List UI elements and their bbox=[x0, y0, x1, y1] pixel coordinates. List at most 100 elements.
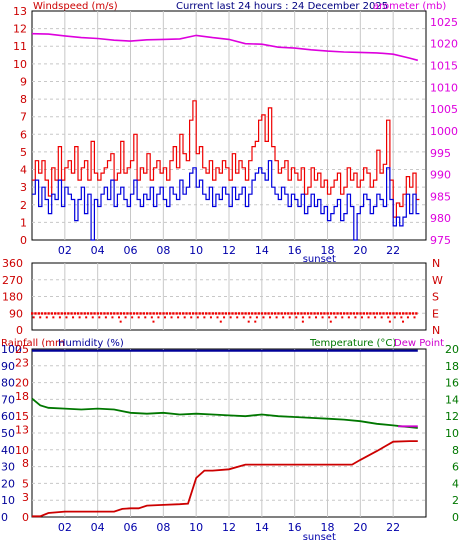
time-tick-label: 02 bbox=[58, 244, 72, 257]
wind-direction-point bbox=[165, 312, 169, 315]
temperature-series-line bbox=[31, 397, 418, 429]
temperature-tick-label: 16 bbox=[445, 377, 459, 390]
time-tick-label: 16 bbox=[288, 521, 302, 534]
wind-direction-point bbox=[360, 316, 363, 319]
wind-direction-point bbox=[237, 312, 241, 315]
time-tick-label: 18 bbox=[321, 244, 335, 257]
wind-direction-point bbox=[116, 312, 119, 315]
wind-direction-point bbox=[247, 312, 251, 315]
windspeed-tick-label: 1 bbox=[20, 216, 27, 229]
windspeed-tick-label: 11 bbox=[13, 40, 27, 53]
wind-direction-point bbox=[405, 312, 408, 315]
wind-direction-point bbox=[50, 312, 54, 315]
wind-direction-point bbox=[104, 316, 107, 319]
time-tick-label: 14 bbox=[255, 244, 269, 257]
wind-direction-point bbox=[282, 316, 285, 319]
barometer-tick-label: 1010 bbox=[430, 81, 458, 94]
time-tick-label: 10 bbox=[189, 521, 203, 534]
wind-direction-point bbox=[275, 316, 278, 319]
humidity-tick-labels: 0 10 20 30 40 50 60 70 80 90 100 bbox=[1, 343, 22, 524]
wind-direction-point bbox=[96, 312, 100, 315]
wind-direction-point bbox=[303, 312, 306, 315]
wind-direction-point bbox=[53, 312, 57, 315]
wind-direction-point bbox=[86, 312, 90, 315]
wind-direction-degree-label: 180 bbox=[2, 291, 23, 304]
wind-direction-point bbox=[328, 316, 331, 319]
windspeed-tick-label: 2 bbox=[20, 199, 27, 212]
windspeed-tick-label: 13 bbox=[13, 5, 27, 18]
wind-direction-point bbox=[374, 316, 377, 319]
humidity-tick-label: 30 bbox=[1, 461, 15, 474]
wind-direction-point bbox=[221, 312, 224, 315]
wind-direction-point bbox=[58, 316, 61, 319]
rainfall-tick-label: 8 bbox=[22, 457, 29, 470]
temperature-tick-label: 18 bbox=[445, 360, 459, 373]
dew-point-axis-title: Dew Point bbox=[394, 338, 444, 349]
time-tick-label: 20 bbox=[353, 521, 367, 534]
wind-direction-point bbox=[188, 312, 191, 315]
wind-direction-point bbox=[342, 312, 346, 315]
windspeed-tick-label: 8 bbox=[20, 93, 27, 106]
wind-direction-point bbox=[300, 312, 303, 315]
time-tick-label: 22 bbox=[386, 521, 400, 534]
wind-direction-point bbox=[362, 312, 366, 315]
wind-direction-point bbox=[142, 312, 146, 315]
wind-direction-point bbox=[341, 316, 344, 319]
wind-direction-compass-label: S bbox=[432, 291, 439, 304]
barometer-axis-title: arometer (mb) bbox=[373, 1, 446, 12]
wind-direction-point bbox=[310, 312, 313, 315]
wind-direction-point bbox=[228, 312, 231, 315]
rainfall-tick-label: 10 bbox=[15, 444, 29, 457]
wind-direction-point bbox=[122, 312, 126, 315]
humidity-tick-label: 90 bbox=[1, 360, 15, 373]
wind-direction-point bbox=[168, 312, 172, 315]
time-tick-label: 02 bbox=[58, 521, 72, 534]
wind-direction-point bbox=[231, 312, 234, 315]
rainfall-tick-label: 0 bbox=[22, 511, 29, 524]
wind-direction-point bbox=[402, 320, 405, 323]
wind-direction-point bbox=[70, 312, 73, 315]
wind-direction-point bbox=[159, 312, 162, 315]
rainfall-tick-label: 5 bbox=[22, 477, 29, 490]
wind-direction-point bbox=[319, 312, 323, 315]
wind-direction-point bbox=[155, 312, 159, 315]
wind-direction-point bbox=[90, 312, 93, 315]
humidity-tick-label: 40 bbox=[1, 444, 15, 457]
chart-title: Current last 24 hours : 24 December 2025 bbox=[176, 1, 388, 12]
rainfall-tick-label: 18 bbox=[15, 390, 29, 403]
wind-direction-point bbox=[316, 312, 320, 315]
wind-direction-point bbox=[209, 316, 212, 319]
temperature-axis-title: Temperature (°C) bbox=[309, 338, 396, 349]
wind-panel-series bbox=[31, 32, 420, 241]
wind-direction-point bbox=[195, 312, 198, 315]
wind-direction-point bbox=[214, 312, 218, 315]
wind-direction-point bbox=[295, 316, 298, 319]
wind-direction-point bbox=[145, 312, 149, 315]
temperature-panel-sunset-label: sunset bbox=[303, 532, 336, 542]
wind-direction-point bbox=[388, 312, 392, 315]
wind-direction-point bbox=[375, 312, 379, 315]
temperature-tick-label: 6 bbox=[452, 461, 459, 474]
wind-direction-point bbox=[60, 312, 63, 315]
wind-direction-point bbox=[388, 320, 391, 323]
rainfall-tick-label: 3 bbox=[22, 491, 29, 504]
wind-direction-point bbox=[290, 312, 293, 315]
wind-direction-point bbox=[352, 312, 356, 315]
time-tick-label: 06 bbox=[124, 521, 138, 534]
humidity-tick-label: 70 bbox=[1, 393, 15, 406]
wind-direction-point bbox=[315, 316, 318, 319]
barometer-tick-label: 995 bbox=[430, 147, 451, 160]
rainfall-tick-label: 25 bbox=[15, 343, 29, 356]
wind-direction-point bbox=[93, 312, 96, 315]
windspeed-tick-label: 6 bbox=[20, 128, 27, 141]
wind-direction-point bbox=[157, 316, 160, 319]
wind-direction-point bbox=[98, 316, 101, 319]
gust-series-line bbox=[32, 100, 420, 218]
wind-direction-point bbox=[40, 312, 44, 315]
wind-direction-point bbox=[44, 312, 47, 315]
wind-direction-point bbox=[346, 312, 349, 315]
wind-direction-point bbox=[205, 312, 208, 315]
wind-direction-point bbox=[139, 312, 142, 315]
wind-direction-point bbox=[301, 316, 304, 319]
